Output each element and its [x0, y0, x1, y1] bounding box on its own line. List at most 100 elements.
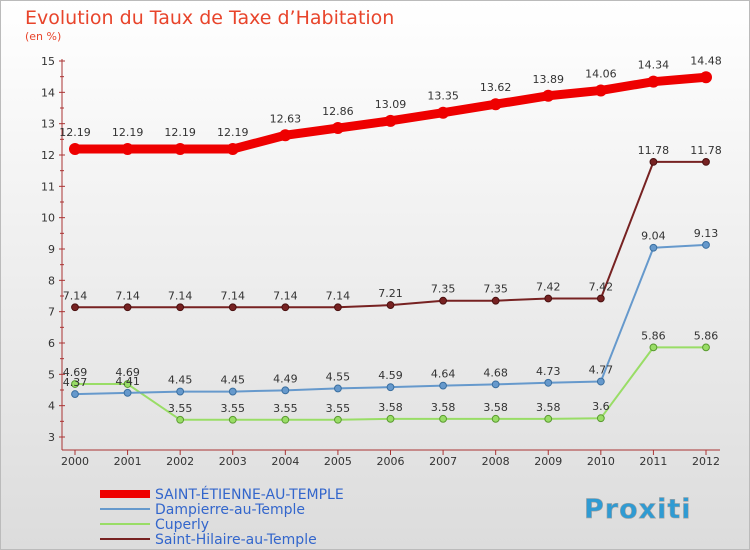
data-label: 3.6: [592, 400, 610, 413]
x-tick-label: 2004: [271, 455, 299, 468]
data-label: 7.14: [221, 289, 246, 302]
data-point: [176, 415, 185, 424]
data-label: 7.14: [273, 289, 298, 302]
data-point: [176, 303, 185, 312]
data-label: 4.55: [326, 370, 351, 383]
x-tick-label: 2007: [429, 455, 457, 468]
series-3: 7.14 7.14 7.14 7.14 7.14 7.14 7.21 7.35 7.35 7.42…: [63, 144, 722, 312]
data-label: 4.68: [483, 366, 508, 379]
data-point: [386, 383, 395, 392]
data-label: 12.19: [164, 126, 196, 139]
legend-label: SAINT-ÉTIENNE-AU-TEMPLE: [155, 486, 344, 503]
data-label: 4.45: [221, 374, 246, 387]
data-label: 3.58: [431, 401, 456, 414]
data-point: [281, 386, 290, 395]
y-tick-label: 8: [48, 274, 55, 287]
data-label: 11.78: [690, 144, 722, 157]
data-point: [334, 303, 342, 312]
data-label: 5.86: [641, 329, 666, 342]
data-label: 13.62: [480, 81, 512, 94]
data-label: 4.69: [63, 366, 88, 379]
x-tick-label: 2012: [692, 455, 720, 468]
data-label: 7.14: [115, 289, 140, 302]
y-tick-label: 12: [41, 149, 55, 162]
data-label: 7.14: [63, 289, 88, 302]
data-point: [491, 414, 500, 423]
data-label: 3.58: [483, 401, 508, 414]
data-label: 9.04: [641, 230, 666, 243]
data-point: [544, 294, 553, 303]
data-label: 3.55: [221, 402, 246, 415]
data-point: [228, 303, 237, 312]
data-point: [331, 122, 344, 135]
data-point: [439, 296, 447, 305]
y-tick-label: 7: [48, 306, 55, 319]
data-point: [386, 301, 395, 309]
data-label: 7.42: [589, 281, 614, 294]
data-point: [386, 414, 395, 423]
series-1: 4.37 4.41 4.45 4.45 4.49 4.55 4.59 4.64 4.68 4.73…: [63, 227, 718, 398]
y-tick-label: 9: [48, 243, 55, 256]
data-point: [649, 243, 658, 252]
data-point: [123, 388, 132, 397]
data-point: [123, 303, 132, 312]
legend: SAINT-ÉTIENNE-AU-TEMPLEDampierre-au-Temp…: [100, 486, 344, 548]
data-label: 3.58: [536, 401, 561, 414]
data-point: [228, 415, 237, 424]
data-point: [700, 71, 712, 84]
y-tick-label: 6: [48, 337, 55, 350]
y-tick-label: 13: [41, 118, 55, 131]
x-tick-label: 2008: [482, 455, 510, 468]
data-point: [123, 380, 132, 388]
data-point: [281, 303, 290, 312]
data-point: [596, 377, 605, 386]
data-point: [649, 157, 658, 166]
data-point: [649, 343, 658, 352]
data-point: [437, 106, 450, 119]
logo-text: Proxiti: [584, 494, 692, 525]
proxiti-logo: Proxiti: [584, 494, 692, 526]
data-point: [71, 390, 79, 398]
y-axis-ticks: 3 4 5 6 7 8 9 10 11 12 13 14 15: [41, 55, 65, 444]
data-label: 3.55: [273, 402, 298, 415]
x-tick-label: 2010: [587, 455, 615, 468]
data-point: [226, 143, 239, 156]
x-tick-label: 2011: [639, 455, 667, 468]
data-label: 7.14: [326, 289, 351, 302]
data-point: [69, 143, 81, 156]
data-label: 4.77: [589, 364, 614, 377]
data-point: [439, 414, 447, 423]
data-point: [279, 129, 292, 142]
data-point: [384, 114, 397, 127]
data-label: 4.73: [536, 365, 561, 378]
y-tick-label: 4: [48, 400, 55, 413]
data-label: 14.48: [690, 54, 722, 67]
data-point: [596, 294, 605, 303]
x-tick-label: 2009: [534, 455, 562, 468]
data-label: 12.19: [217, 126, 249, 139]
data-point: [544, 378, 553, 387]
y-tick-label: 15: [41, 55, 55, 68]
chart-title: Evolution du Taux de Taxe d’Habitation: [25, 7, 394, 29]
legend-label: Saint-Hilaire-au-Temple: [155, 532, 317, 548]
y-tick-label: 10: [41, 212, 55, 225]
data-label: 4.37: [63, 376, 88, 389]
data-point: [439, 381, 447, 390]
data-label: 4.69: [115, 366, 140, 379]
data-label: 12.86: [322, 105, 354, 118]
data-point: [491, 380, 500, 389]
y-tick-label: 14: [41, 86, 55, 99]
data-point: [71, 380, 79, 388]
data-point: [647, 75, 660, 88]
x-tick-label: 2005: [324, 455, 352, 468]
data-label: 13.89: [533, 73, 565, 86]
x-tick-label: 2000: [61, 455, 89, 468]
data-point: [702, 157, 710, 166]
data-point: [702, 343, 710, 352]
data-point: [542, 89, 555, 102]
data-point: [281, 415, 290, 424]
data-label: 13.35: [427, 90, 459, 103]
data-point: [121, 143, 134, 156]
